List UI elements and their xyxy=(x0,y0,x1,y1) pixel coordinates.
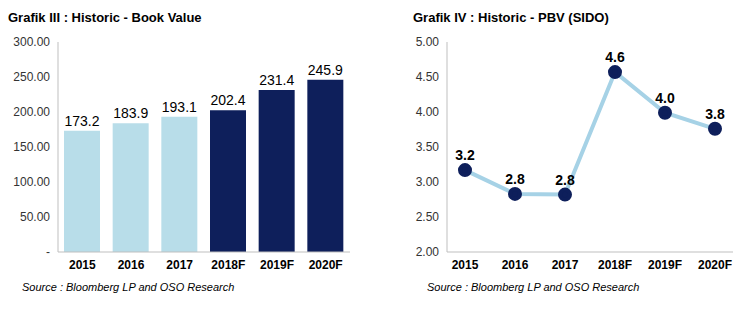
svg-text:193.1: 193.1 xyxy=(162,99,197,115)
svg-text:200.00: 200.00 xyxy=(13,105,50,119)
svg-text:2015: 2015 xyxy=(452,258,479,272)
svg-text:183.9: 183.9 xyxy=(113,105,148,121)
html-text:Grafik III : Historic - Book V: Grafik III : Historic - Book Value xyxy=(8,10,202,25)
svg-text:2018F: 2018F xyxy=(211,258,245,272)
svg-text:245.9: 245.9 xyxy=(308,62,343,78)
svg-text:5.00: 5.00 xyxy=(416,35,440,49)
html-text:Source : Bloomberg LP and OSO: Source : Bloomberg LP and OSO Research xyxy=(22,281,235,293)
svg-text:50.00: 50.00 xyxy=(20,210,50,224)
svg-text:300.00: 300.00 xyxy=(13,35,50,49)
svg-text:4.00: 4.00 xyxy=(416,105,440,119)
svg-text:4.0: 4.0 xyxy=(655,90,675,106)
html-text:Source : Bloomberg LP and OSO: Source : Bloomberg LP and OSO Research xyxy=(427,281,640,293)
svg-text:4.6: 4.6 xyxy=(605,49,625,65)
svg-text:2.8: 2.8 xyxy=(505,171,525,187)
svg-text:2.50: 2.50 xyxy=(416,210,440,224)
svg-text:2018F: 2018F xyxy=(598,258,632,272)
svg-text:2.8: 2.8 xyxy=(555,172,575,188)
svg-text:2.00: 2.00 xyxy=(416,245,440,259)
svg-text:-: - xyxy=(46,245,50,259)
svg-text:100.00: 100.00 xyxy=(13,175,50,189)
svg-text:3.50: 3.50 xyxy=(416,140,440,154)
svg-text:2020F: 2020F xyxy=(698,258,732,272)
svg-text:3.8: 3.8 xyxy=(705,106,725,122)
svg-text:2016: 2016 xyxy=(502,258,529,272)
svg-text:3.2: 3.2 xyxy=(455,147,475,163)
svg-text:231.4: 231.4 xyxy=(259,72,294,88)
svg-text:250.00: 250.00 xyxy=(13,70,50,84)
svg-text:4.50: 4.50 xyxy=(416,70,440,84)
svg-text:2020F: 2020F xyxy=(309,258,343,272)
svg-text:2016: 2016 xyxy=(118,258,145,272)
svg-text:2017: 2017 xyxy=(166,258,193,272)
svg-text:2019F: 2019F xyxy=(648,258,682,272)
svg-text:150.00: 150.00 xyxy=(13,140,50,154)
svg-text:3.00: 3.00 xyxy=(416,175,440,189)
html-text:Grafik IV : Historic - PBV (SI: Grafik IV : Historic - PBV (SIDO) xyxy=(413,10,609,25)
svg-text:2015: 2015 xyxy=(69,258,96,272)
svg-text:173.2: 173.2 xyxy=(64,113,99,129)
svg-text:2017: 2017 xyxy=(552,258,579,272)
svg-text:202.4: 202.4 xyxy=(210,92,245,108)
svg-text:2019F: 2019F xyxy=(260,258,294,272)
